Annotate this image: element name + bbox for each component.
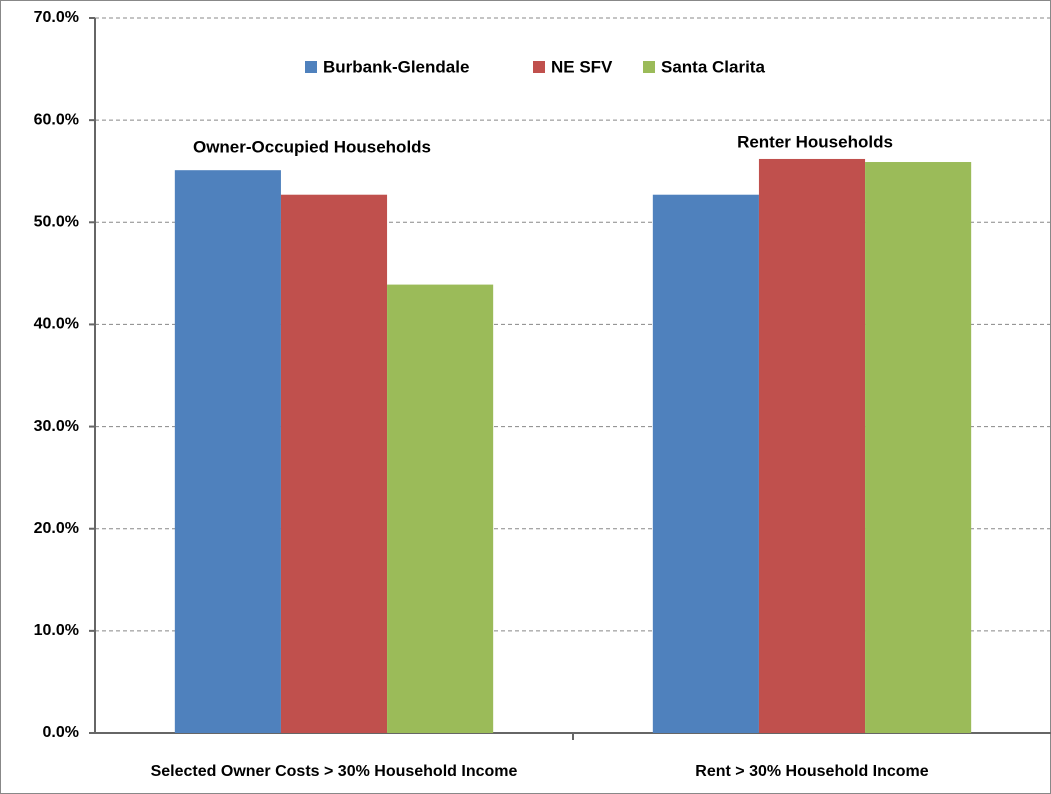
y-tick-label: 60.0% xyxy=(34,111,79,128)
x-tick-label: Rent > 30% Household Income xyxy=(695,763,928,780)
legend-swatch xyxy=(643,61,655,73)
legend-label: Santa Clarita xyxy=(661,57,765,76)
y-tick-label: 30.0% xyxy=(34,418,79,435)
legend-swatch xyxy=(533,61,545,73)
bar xyxy=(387,284,494,733)
bar xyxy=(865,162,972,733)
y-tick-label: 0.0% xyxy=(43,724,79,741)
y-tick-label: 40.0% xyxy=(34,316,79,333)
y-tick-label: 20.0% xyxy=(34,520,79,537)
legend-swatch xyxy=(305,61,317,73)
bar xyxy=(758,158,866,733)
annotation: Renter Households xyxy=(737,132,893,151)
y-tick-label: 10.0% xyxy=(34,622,79,639)
x-tick-label: Selected Owner Costs > 30% Household Inc… xyxy=(151,763,518,780)
bar xyxy=(280,194,388,733)
legend-label: NE SFV xyxy=(551,57,613,76)
y-tick-label: 50.0% xyxy=(34,214,79,231)
y-tick-label: 70.0% xyxy=(34,9,79,26)
bar xyxy=(652,194,759,733)
bar xyxy=(174,170,281,733)
legend-label: Burbank-Glendale xyxy=(323,57,469,76)
annotation: Owner-Occupied Households xyxy=(193,137,431,156)
